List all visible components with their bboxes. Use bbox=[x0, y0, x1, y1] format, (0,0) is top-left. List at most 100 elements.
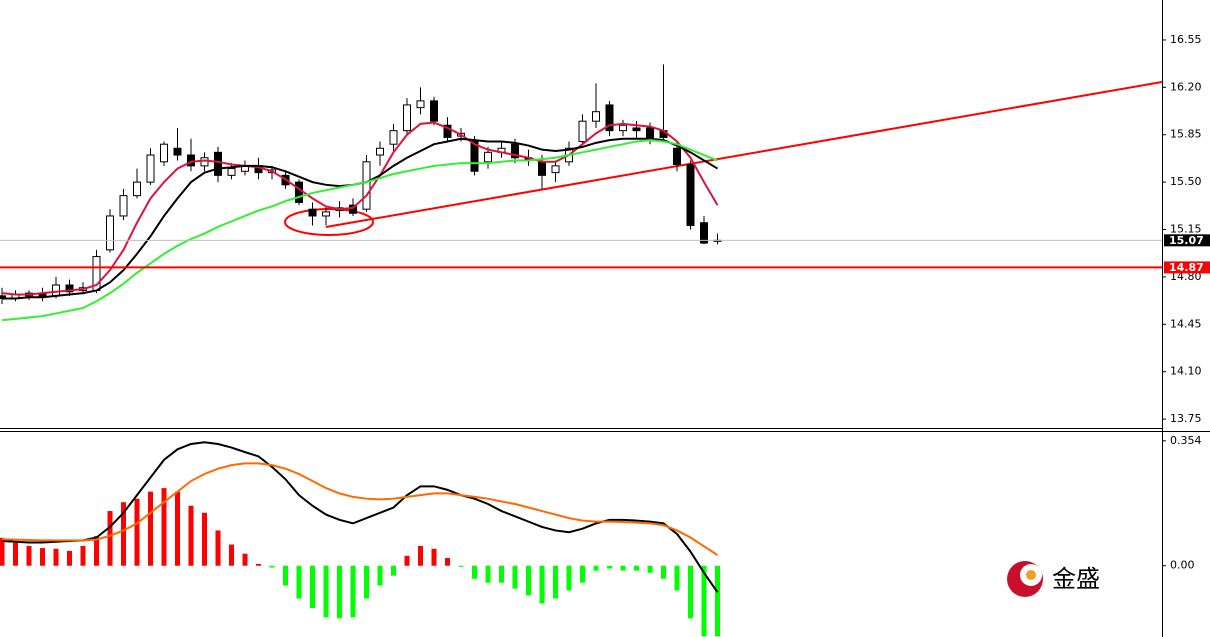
histogram-bar bbox=[215, 530, 221, 566]
candle-body bbox=[700, 222, 708, 244]
candle-body bbox=[133, 181, 141, 197]
candle-body bbox=[362, 161, 371, 210]
indicator-line bbox=[1, 462, 719, 556]
histogram-bar bbox=[242, 553, 248, 566]
candle-body bbox=[65, 284, 74, 293]
logo-text: 金盛 bbox=[1052, 565, 1100, 593]
histogram-bar bbox=[499, 565, 504, 583]
histogram-bar bbox=[580, 565, 585, 583]
candle-body bbox=[605, 104, 614, 132]
logo: 金盛 bbox=[1007, 561, 1100, 597]
histogram-bar bbox=[323, 565, 329, 618]
histogram-bar bbox=[661, 565, 666, 579]
histogram-bar bbox=[202, 512, 207, 566]
candle-body bbox=[484, 151, 492, 163]
price-label-box bbox=[1164, 261, 1210, 274]
histogram-bar bbox=[256, 563, 261, 566]
histogram-bar bbox=[310, 565, 315, 609]
candle-body bbox=[551, 165, 560, 174]
histogram-bar bbox=[0, 537, 5, 566]
histogram-bar bbox=[53, 548, 59, 566]
histogram-bar bbox=[337, 565, 342, 619]
candle-body bbox=[646, 127, 654, 140]
price-label-box bbox=[1164, 234, 1210, 247]
candle-body bbox=[308, 208, 317, 217]
histogram-bar bbox=[620, 565, 626, 571]
trend-line bbox=[325, 81, 1163, 228]
histogram-bar bbox=[458, 565, 464, 567]
candle-body bbox=[430, 100, 438, 122]
candle-body bbox=[632, 127, 641, 132]
candle-body bbox=[619, 124, 627, 132]
candle-body bbox=[578, 120, 587, 142]
histogram-bar bbox=[269, 565, 275, 568]
histogram-bar bbox=[350, 565, 356, 618]
histogram-bar bbox=[80, 545, 86, 566]
candle-body bbox=[106, 215, 114, 251]
histogram-bar bbox=[404, 555, 410, 566]
y-tick-label: 0.00 bbox=[1170, 559, 1195, 572]
logo-icon bbox=[1026, 570, 1036, 580]
y-tick-label: 14.10 bbox=[1170, 365, 1202, 378]
indicator-line bbox=[1, 121, 719, 296]
candle-body bbox=[470, 140, 479, 172]
histogram-bar bbox=[67, 550, 72, 566]
candle-body bbox=[403, 104, 411, 132]
candle-body bbox=[673, 147, 681, 166]
histogram-bar bbox=[418, 545, 423, 566]
histogram-bar bbox=[647, 565, 653, 573]
histogram-bar bbox=[634, 565, 639, 571]
histogram-bar bbox=[229, 544, 234, 566]
histogram-bar bbox=[364, 565, 369, 599]
histogram-bar bbox=[539, 565, 545, 604]
histogram-bar bbox=[472, 565, 477, 579]
histogram-bar bbox=[593, 565, 599, 571]
candle-body bbox=[376, 147, 384, 156]
histogram-bar bbox=[431, 548, 437, 566]
price-label: 15.07 bbox=[1169, 234, 1204, 247]
histogram-bar bbox=[94, 536, 99, 566]
indicator-line bbox=[1, 139, 718, 322]
indicator-line bbox=[1, 441, 719, 593]
candle-body bbox=[538, 161, 546, 176]
histogram-bar bbox=[526, 565, 531, 596]
histogram-bar bbox=[485, 565, 491, 583]
candle-body bbox=[511, 143, 519, 159]
candle-body bbox=[227, 168, 236, 176]
histogram-bar bbox=[148, 491, 153, 566]
candle-body bbox=[173, 147, 182, 156]
histogram-bar bbox=[445, 557, 450, 566]
histogram-bar bbox=[161, 488, 167, 566]
candle-body bbox=[389, 130, 398, 145]
y-tick-label: 16.55 bbox=[1170, 33, 1202, 46]
histogram-bar bbox=[188, 505, 194, 566]
histogram-bar bbox=[715, 565, 720, 637]
candle-body bbox=[295, 181, 303, 203]
y-tick-label: 15.50 bbox=[1170, 175, 1202, 188]
histogram-bar bbox=[377, 565, 383, 586]
y-tick-label: 16.20 bbox=[1170, 80, 1202, 93]
candle-body bbox=[322, 211, 330, 217]
histogram-bar bbox=[26, 545, 32, 566]
histogram-bar bbox=[121, 502, 126, 566]
histogram-bar bbox=[674, 565, 680, 591]
histogram-bar bbox=[688, 565, 693, 619]
price-label: 14.87 bbox=[1169, 261, 1204, 274]
histogram-bar bbox=[391, 565, 396, 576]
histogram-bar bbox=[40, 548, 45, 566]
candle-body bbox=[119, 195, 128, 217]
histogram-bar bbox=[175, 491, 180, 566]
candle-body bbox=[592, 111, 600, 122]
histogram-bar bbox=[283, 565, 288, 586]
candle-body bbox=[146, 154, 155, 183]
candle-body bbox=[200, 157, 209, 167]
y-tick-label: 13.75 bbox=[1170, 412, 1202, 425]
histogram-bar bbox=[553, 565, 558, 599]
y-tick-label: 14.45 bbox=[1170, 317, 1202, 330]
candle-body bbox=[443, 124, 452, 138]
candle-body bbox=[160, 143, 168, 163]
candle-body bbox=[52, 284, 60, 297]
